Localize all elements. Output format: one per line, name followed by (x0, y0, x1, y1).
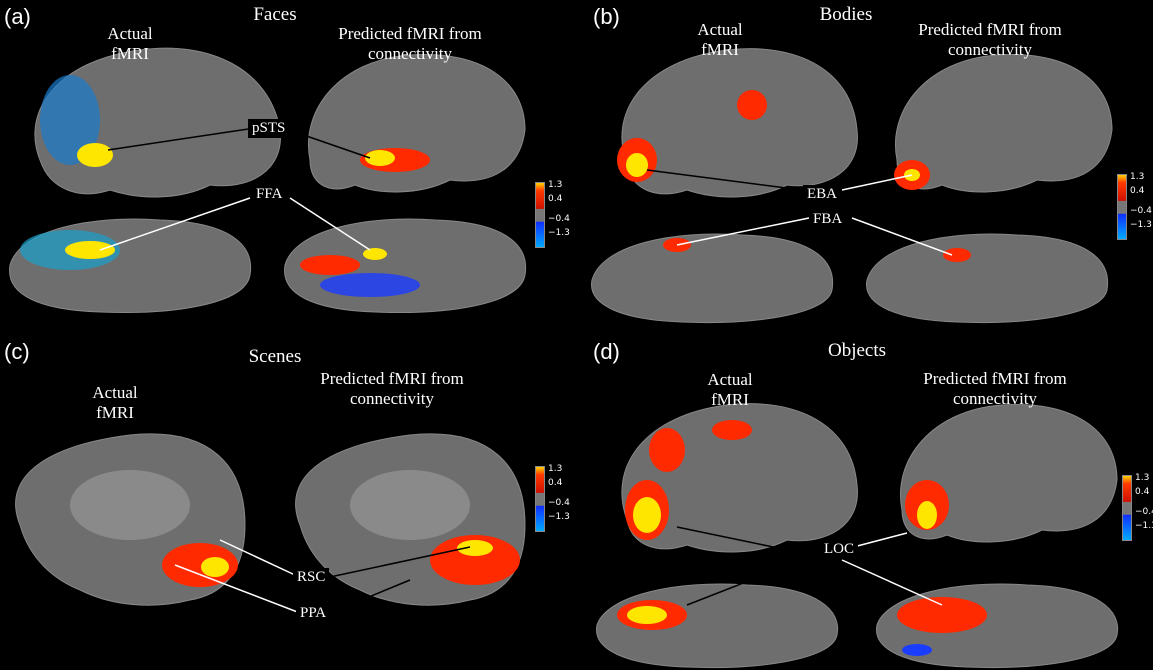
activation-blue (40, 75, 100, 165)
roi-label: LOC (820, 540, 858, 560)
activation-peak (626, 153, 648, 177)
panel-letter: (c) (4, 339, 30, 364)
colorbar-tick: −0.4 (548, 498, 570, 508)
arrow (107, 127, 256, 151)
colorbar-tick: −1.3 (1130, 220, 1152, 230)
colorbar-tick: 1.3 (1135, 473, 1150, 483)
roi-label: pSTS (248, 119, 290, 139)
brain-ventral-actual (591, 233, 834, 323)
colorbar-gradient (535, 182, 545, 248)
colorbar-tick: −0.4 (1135, 507, 1153, 517)
colorbar-tick: −1.3 (548, 512, 570, 522)
activation-peak (77, 143, 113, 167)
column-label-actual: Actual fMRI (107, 24, 153, 63)
medial-wall (350, 470, 470, 540)
arrow (841, 559, 943, 606)
brain-lateral-actual (621, 48, 858, 198)
activation-blue (902, 644, 932, 656)
activation-red (943, 248, 971, 262)
panel-scenes-figure (15, 433, 526, 614)
column-label-actual: Actual fMRI (92, 383, 138, 422)
column-label-predicted: Predicted fMRI from connectivity (338, 24, 482, 63)
roi-label: RSC (293, 568, 330, 588)
activation-peak (627, 606, 667, 624)
colorbar-tick: 0.4 (548, 478, 563, 488)
panel-objects-figure (596, 403, 1119, 668)
panel-bodies (577, 0, 1153, 335)
colorbar-tick: 1.3 (1130, 172, 1145, 182)
brain-lateral-predicted (900, 403, 1118, 543)
colorbar: 1.3 0.4 −0.4 −1.3 (1122, 473, 1153, 543)
panel-faces-figure (9, 47, 527, 313)
arrow (676, 526, 803, 554)
activation-red (737, 90, 767, 120)
arrow (289, 197, 371, 251)
colorbar-gradient (1117, 174, 1127, 240)
medial-wall (70, 470, 190, 540)
activation-peak (65, 241, 115, 259)
roi-label: EBA (803, 185, 841, 205)
column-label-predicted: Predicted fMRI from connectivity (923, 369, 1067, 408)
panel-letter: (d) (593, 339, 620, 364)
panel-title: Bodies (819, 4, 873, 25)
brain-ventral-predicted (866, 233, 1109, 323)
activation-red (712, 420, 752, 440)
activation-red (300, 255, 360, 275)
activation-peak (633, 497, 661, 533)
panel-faces (0, 0, 576, 335)
arrow (329, 546, 471, 578)
roi-label: FBA (809, 210, 847, 230)
activation-peak (365, 150, 395, 166)
colorbar-tick: −1.3 (1135, 521, 1153, 531)
colorbar-tick: 0.4 (548, 194, 563, 204)
panel-bodies-figure (591, 48, 1113, 323)
arrow (841, 174, 913, 191)
panel-title: Objects (827, 340, 887, 361)
colorbar-tick: −0.4 (548, 214, 570, 224)
arrow (686, 559, 803, 606)
roi-label: FFA (252, 185, 287, 205)
arrow (294, 131, 371, 159)
colorbar-tick: −1.3 (548, 228, 570, 238)
column-label-actual: Actual fMRI (697, 20, 743, 59)
activation-blue (320, 273, 420, 297)
arrow (219, 539, 296, 576)
colorbar-gradient (535, 466, 545, 532)
colorbar-tick: 0.4 (1130, 186, 1145, 196)
colorbar: 1.3 0.4 −0.4 −1.3 (535, 180, 581, 250)
arrow (646, 169, 803, 191)
activation-peak (201, 557, 229, 577)
panel-letter: (a) (4, 4, 31, 29)
arrow (174, 564, 301, 614)
colorbar-gradient (1122, 475, 1132, 541)
colorbar-tick: −0.4 (1130, 206, 1152, 216)
activation-red (430, 535, 520, 585)
panel-objects (577, 335, 1153, 670)
activation-red (649, 428, 685, 472)
colorbar: 1.3 0.4 −0.4 −1.3 (535, 464, 581, 534)
activation-peak (363, 248, 387, 260)
colorbar: 1.3 0.4 −0.4 −1.3 (1117, 172, 1153, 242)
panel-scenes (0, 335, 576, 670)
arrow (851, 217, 953, 256)
column-label-predicted: Predicted fMRI from connectivity (320, 369, 464, 408)
panel-title: Faces (253, 4, 297, 25)
brain-lateral-predicted (308, 53, 526, 193)
colorbar-tick: 0.4 (1135, 487, 1150, 497)
activation-red (897, 597, 987, 633)
column-label-actual: Actual fMRI (707, 370, 753, 409)
column-label-predicted: Predicted fMRI from connectivity (918, 20, 1062, 59)
activation-peak (457, 540, 493, 556)
roi-label: PPA (296, 604, 331, 624)
activation-peak (917, 501, 937, 529)
arrow (329, 579, 411, 614)
colorbar-tick: 1.3 (548, 464, 563, 474)
colorbar-tick: 1.3 (548, 180, 563, 190)
arrow (676, 217, 810, 246)
brain-lateral-predicted (895, 53, 1113, 193)
panel-title: Scenes (248, 346, 302, 367)
panel-letter: (b) (593, 4, 620, 29)
arrow (99, 197, 251, 251)
